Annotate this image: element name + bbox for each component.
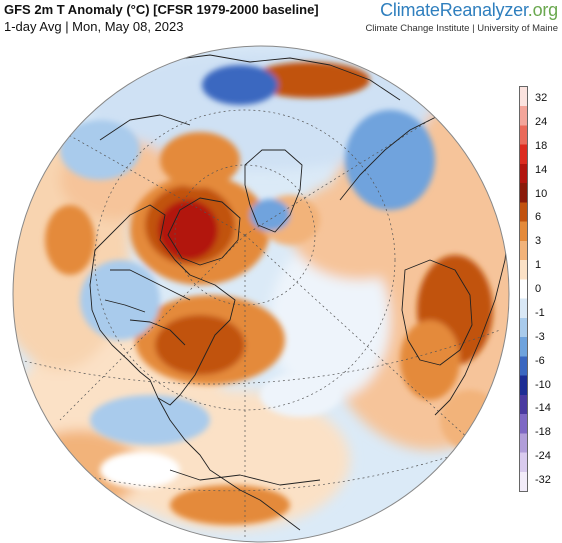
brand-part-org: .org bbox=[527, 0, 558, 20]
legend-tick-label: -1 bbox=[535, 306, 545, 319]
legend-tick-label: 3 bbox=[535, 235, 542, 248]
map-title: GFS 2m T Anomaly (°C) [CFSR 1979-2000 ba… bbox=[4, 2, 319, 17]
globe-outline bbox=[12, 45, 510, 543]
legend-tick-label: 18 bbox=[535, 139, 548, 152]
brand-logo[interactable]: ClimateReanalyzer.org bbox=[380, 0, 558, 21]
map-subtitle: 1-day Avg | Mon, May 08, 2023 bbox=[4, 19, 184, 34]
legend-tick-label: -24 bbox=[535, 450, 551, 463]
legend-tick-label: 1 bbox=[535, 259, 542, 272]
legend-tick-label: -18 bbox=[535, 426, 551, 439]
brand-affiliation: Climate Change Institute | University of… bbox=[365, 23, 558, 34]
legend-tick-label: 24 bbox=[535, 115, 548, 128]
brand-part-reanalyzer: Reanalyzer bbox=[439, 0, 528, 20]
legend-tick-label: -32 bbox=[535, 474, 551, 486]
legend-tick-label: -6 bbox=[535, 354, 545, 367]
legend-tick-label: -14 bbox=[535, 402, 551, 415]
legend-tick-label: -10 bbox=[535, 378, 551, 391]
legend-tick-label: 10 bbox=[535, 187, 548, 200]
legend-tick-label: 14 bbox=[535, 163, 548, 176]
brand-part-climate: Climate bbox=[380, 0, 440, 20]
color-legend: 32 24 18 14 10 6 3 1 0 -1 -3 -6 -10 -14 -18 -24 -32 bbox=[519, 86, 559, 492]
legend-colorbar bbox=[519, 86, 528, 492]
legend-tick-label: 6 bbox=[535, 211, 542, 224]
legend-tick-label: 0 bbox=[535, 283, 542, 295]
legend-tick-label: 32 bbox=[535, 92, 548, 104]
legend-tick-label: -3 bbox=[535, 330, 545, 343]
